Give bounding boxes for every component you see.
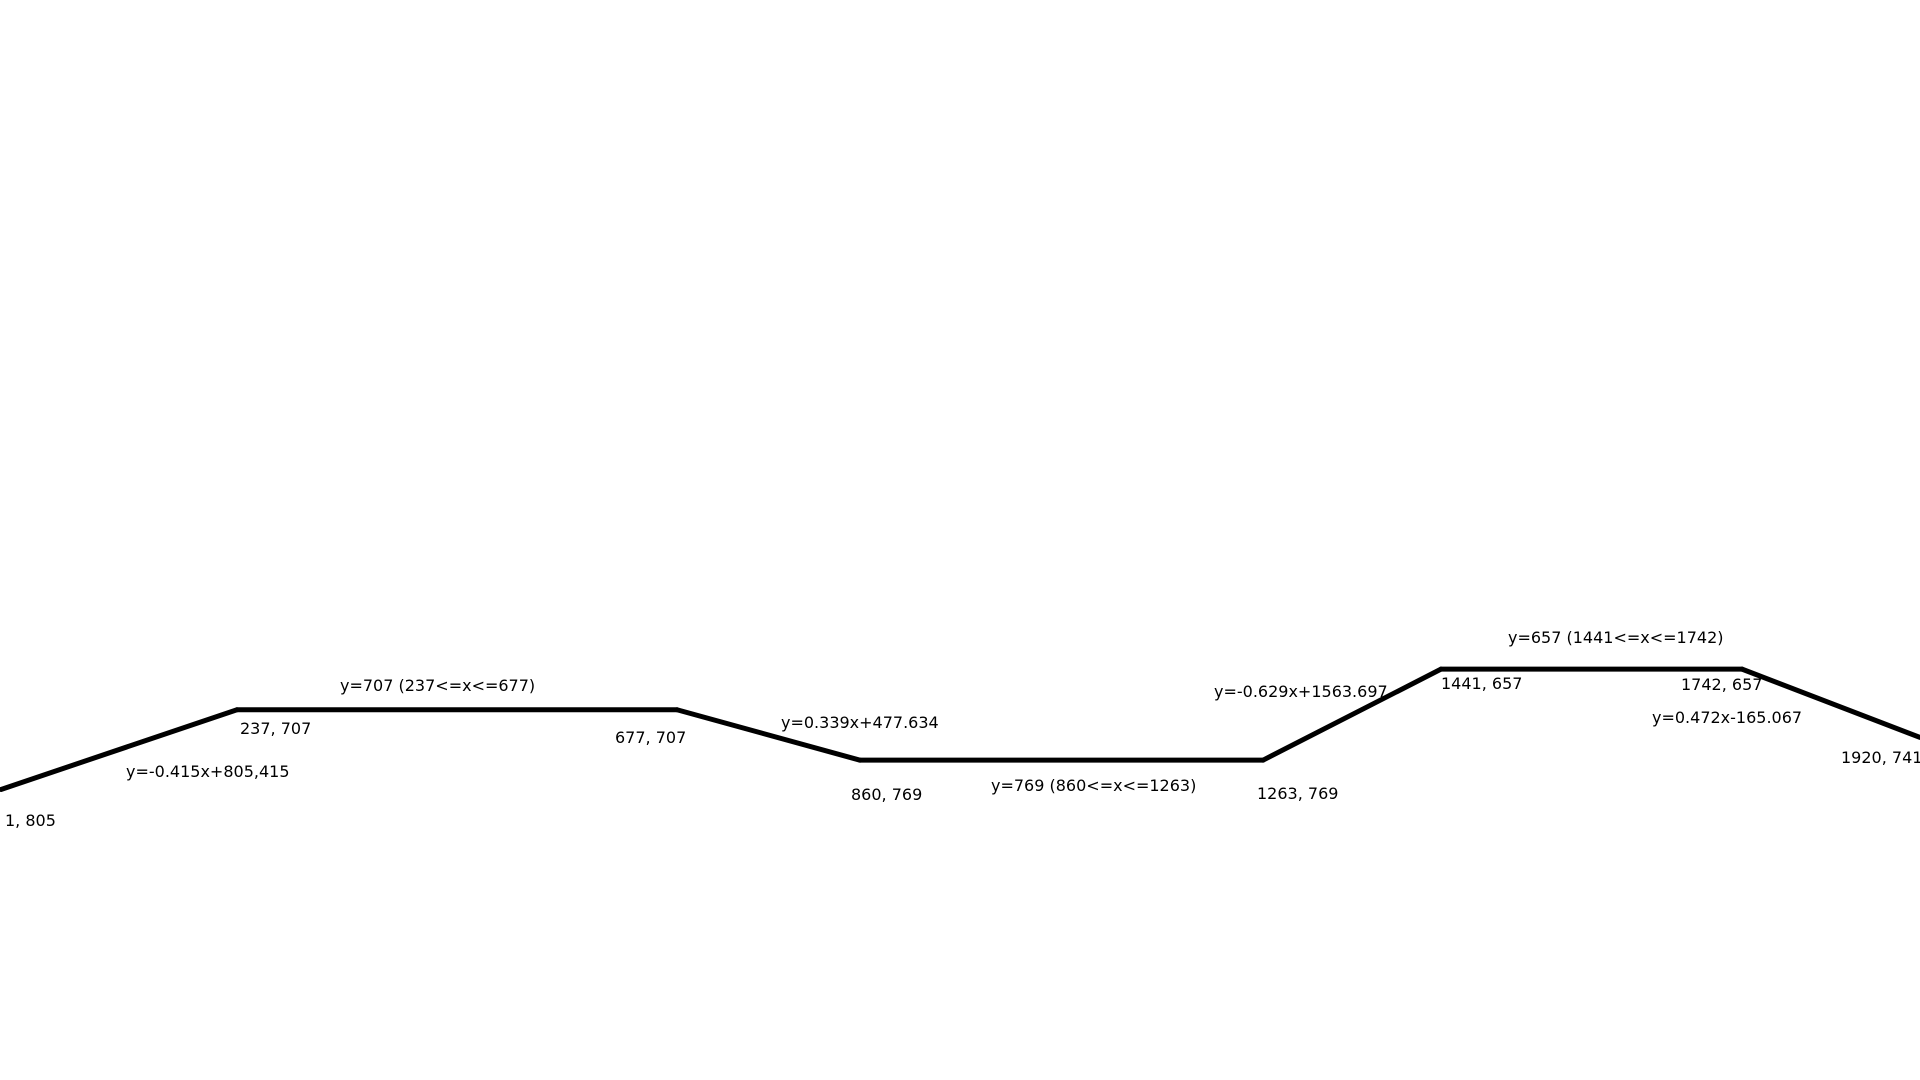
segment-equation-label: y=0.339x+477.634 (781, 713, 939, 732)
terrain-segments (0, 666, 1920, 792)
point-label: 1742, 657 (1681, 675, 1763, 694)
point-label: 1441, 657 (1441, 674, 1523, 693)
point-label: 1263, 769 (1257, 784, 1339, 803)
segment-equation-label: y=769 (860<=x<=1263) (991, 776, 1197, 795)
terrain-segment-line (0, 707, 240, 792)
point-label: 1920, 741 (1841, 748, 1920, 767)
terrain-segment-line (1260, 666, 1444, 763)
segment-equation-label: y=0.472x-165.067 (1652, 708, 1803, 727)
terrain-segment-line (1739, 666, 1920, 740)
segment-equation-label: y=-0.415x+805,415 (126, 762, 290, 781)
point-label: 677, 707 (615, 728, 687, 747)
point-label: 237, 707 (240, 719, 312, 738)
point-label: 1, 805 (5, 811, 56, 830)
segment-equation-label: y=707 (237<=x<=677) (340, 676, 536, 695)
point-label: 860, 769 (851, 785, 923, 804)
segment-equation-label: y=-0.629x+1563.697 (1214, 682, 1388, 701)
terrain-segment-line (674, 707, 863, 763)
segment-equation-label: y=657 (1441<=x<=1742) (1508, 628, 1724, 647)
